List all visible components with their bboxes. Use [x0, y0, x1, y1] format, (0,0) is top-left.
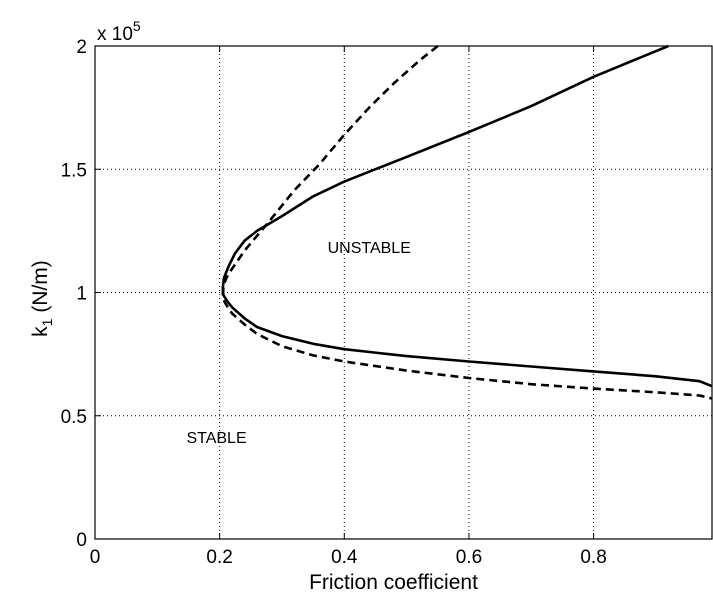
series-solid-line: [223, 46, 712, 386]
grid-layer: [95, 46, 712, 539]
y-axis-exponent-power: 5: [133, 18, 141, 34]
y-axis-label-subscript: 1: [39, 318, 55, 326]
annotation-stable: STABLE: [186, 430, 246, 447]
x-tick-label: 0: [90, 547, 101, 568]
x-tick-label: 0.8: [580, 547, 606, 568]
y-tick-label: 0.5: [61, 407, 87, 428]
y-tick-label: 0: [76, 530, 87, 551]
y-tick-label: 1: [76, 284, 87, 305]
y-axis-exponent: x 105: [97, 18, 141, 45]
x-axis-label: Friction coefficient: [309, 571, 478, 594]
y-axis-label: k1 (N/m): [29, 260, 55, 337]
x-tick-label: 0.4: [331, 547, 358, 568]
y-tick-label: 1.5: [61, 160, 87, 181]
series-dashed-line: [223, 46, 712, 399]
x-tick-label: 0.6: [456, 547, 482, 568]
x-tick-label: 0.2: [206, 547, 232, 568]
y-tick-label: 2: [76, 37, 87, 58]
annotation-layer: UNSTABLE STABLE: [186, 240, 410, 447]
annotation-unstable: UNSTABLE: [328, 240, 411, 257]
series-layer: [223, 46, 712, 399]
y-axis-label-main: k: [29, 326, 52, 337]
y-axis-exponent-base: x 10: [97, 24, 133, 45]
tick-layer: 0 0.2 0.4 0.6 0.8 0 0.5 1 1.5 2: [61, 37, 607, 568]
y-axis-label-unit: (N/m): [29, 260, 52, 318]
